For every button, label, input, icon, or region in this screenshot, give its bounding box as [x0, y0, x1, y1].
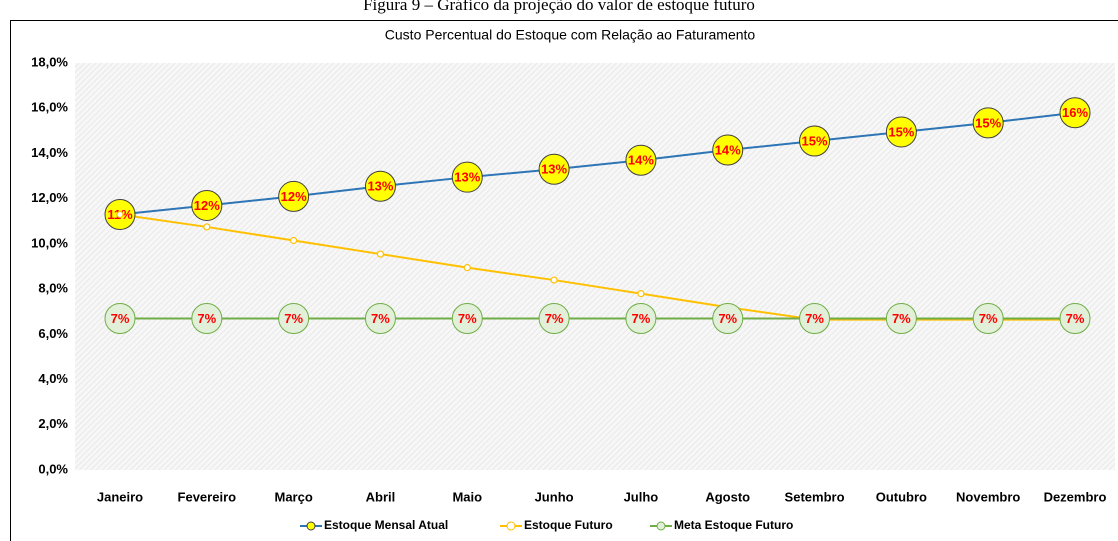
x-tick-label: Maio: [452, 489, 482, 504]
x-tick-label: Fevereiro: [178, 489, 237, 504]
data-label: 12%: [194, 198, 220, 213]
marker: [637, 290, 645, 298]
data-label: 13%: [541, 162, 567, 177]
marker: [463, 264, 471, 272]
marker: [451, 161, 483, 193]
plot-area: [75, 63, 1115, 470]
marker: [712, 134, 744, 166]
x-tick-label: Dezembro: [1044, 489, 1107, 504]
x-tick-label: Agosto: [705, 489, 750, 504]
marker: [278, 303, 310, 335]
x-tick-label: Outubro: [876, 489, 927, 504]
y-tick-label: 2,0%: [38, 416, 68, 431]
x-tick-label: Setembro: [785, 489, 845, 504]
data-label: 7%: [632, 311, 651, 326]
legend-marker: [506, 521, 516, 531]
marker: [885, 303, 917, 335]
legend-marker: [306, 521, 316, 531]
legend-label: Estoque Mensal Atual: [324, 518, 448, 532]
data-label: 7%: [805, 311, 824, 326]
marker: [625, 144, 657, 176]
legend-marker: [656, 521, 666, 531]
marker: [203, 223, 211, 231]
x-tick-label: Março: [274, 489, 312, 504]
data-label: 12%: [281, 189, 307, 204]
y-tick-label: 16,0%: [31, 100, 68, 115]
marker: [376, 250, 385, 258]
y-tick-label: 4,0%: [38, 371, 68, 386]
figure-caption: Figura 9 – Gráfico da projeção do valor …: [363, 0, 755, 14]
marker: [364, 303, 396, 335]
marker: [538, 303, 570, 335]
data-label: 7%: [979, 311, 998, 326]
legend-label: Meta Estoque Futuro: [674, 518, 793, 532]
data-label: 14%: [715, 142, 741, 157]
y-tick-label: 18,0%: [31, 54, 68, 69]
data-label: 7%: [111, 311, 130, 326]
y-tick-label: 10,0%: [31, 235, 68, 250]
legend-label: Estoque Futuro: [524, 518, 613, 532]
marker: [1059, 97, 1091, 129]
data-label: 14%: [628, 153, 654, 168]
marker: [290, 236, 298, 245]
marker: [799, 125, 831, 157]
marker: [712, 303, 744, 335]
x-tick-label: Janeiro: [97, 489, 143, 504]
marker: [191, 189, 223, 221]
y-tick-label: 0,0%: [38, 461, 68, 476]
data-label: 7%: [718, 311, 737, 326]
marker: [538, 153, 570, 185]
data-label: 7%: [1066, 311, 1085, 326]
y-tick-label: 12,0%: [31, 190, 68, 205]
x-tick-label: Junho: [535, 489, 574, 504]
x-tick-label: Novembro: [956, 489, 1020, 504]
data-label: 15%: [802, 133, 828, 148]
y-tick-label: 14,0%: [31, 145, 68, 160]
marker: [451, 303, 483, 335]
marker: [972, 303, 1004, 335]
data-label: 15%: [975, 115, 1001, 130]
data-label: 16%: [1062, 105, 1088, 120]
data-label: 7%: [458, 311, 477, 326]
x-tick-label: Abril: [366, 489, 396, 504]
x-tick-label: Julho: [624, 489, 659, 504]
data-label: 7%: [284, 311, 303, 326]
data-label: 7%: [892, 311, 911, 326]
marker: [278, 180, 310, 212]
marker: [1059, 303, 1091, 335]
chart-title: Custo Percentual do Estoque com Relação …: [385, 27, 756, 43]
marker: [972, 107, 1004, 139]
marker: [364, 170, 396, 202]
data-label: 15%: [888, 124, 914, 139]
data-label: 7%: [371, 311, 390, 326]
marker: [625, 303, 657, 335]
marker: [191, 303, 223, 335]
marker: [116, 210, 124, 219]
y-tick-label: 8,0%: [38, 281, 68, 296]
marker: [550, 276, 558, 284]
marker: [799, 303, 831, 335]
data-label: 13%: [367, 179, 393, 194]
marker: [104, 303, 136, 335]
data-label: 7%: [545, 311, 564, 326]
data-label: 7%: [197, 311, 216, 326]
y-tick-label: 6,0%: [38, 326, 68, 341]
marker: [885, 116, 917, 148]
data-label: 13%: [454, 170, 480, 185]
